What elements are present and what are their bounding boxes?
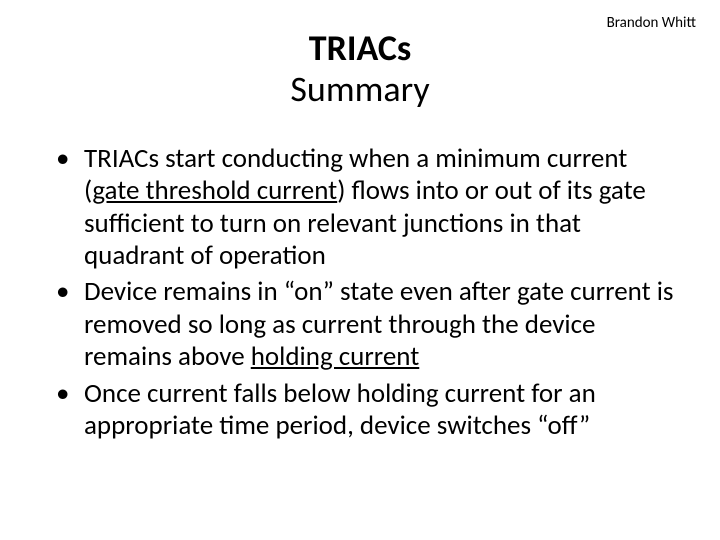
author-name: Brandon Whitt: [607, 14, 696, 32]
title-line-2: Summary: [0, 69, 720, 110]
bullet-3-text: Once current falls below holding current…: [84, 377, 596, 442]
bullet-item-2: Device remains in “on” state even after …: [52, 276, 678, 373]
title-line-1: TRIACs: [0, 28, 720, 69]
content-area: TRIACs start conducting when a minimum c…: [0, 131, 720, 443]
bullet-2-underline: holding current: [251, 340, 420, 373]
bullet-1-underline: gate threshold current: [92, 174, 337, 207]
bullet-item-3: Once current falls below holding current…: [52, 378, 678, 443]
bullet-list: TRIACs start conducting when a minimum c…: [52, 143, 678, 443]
bullet-item-1: TRIACs start conducting when a minimum c…: [52, 143, 678, 273]
